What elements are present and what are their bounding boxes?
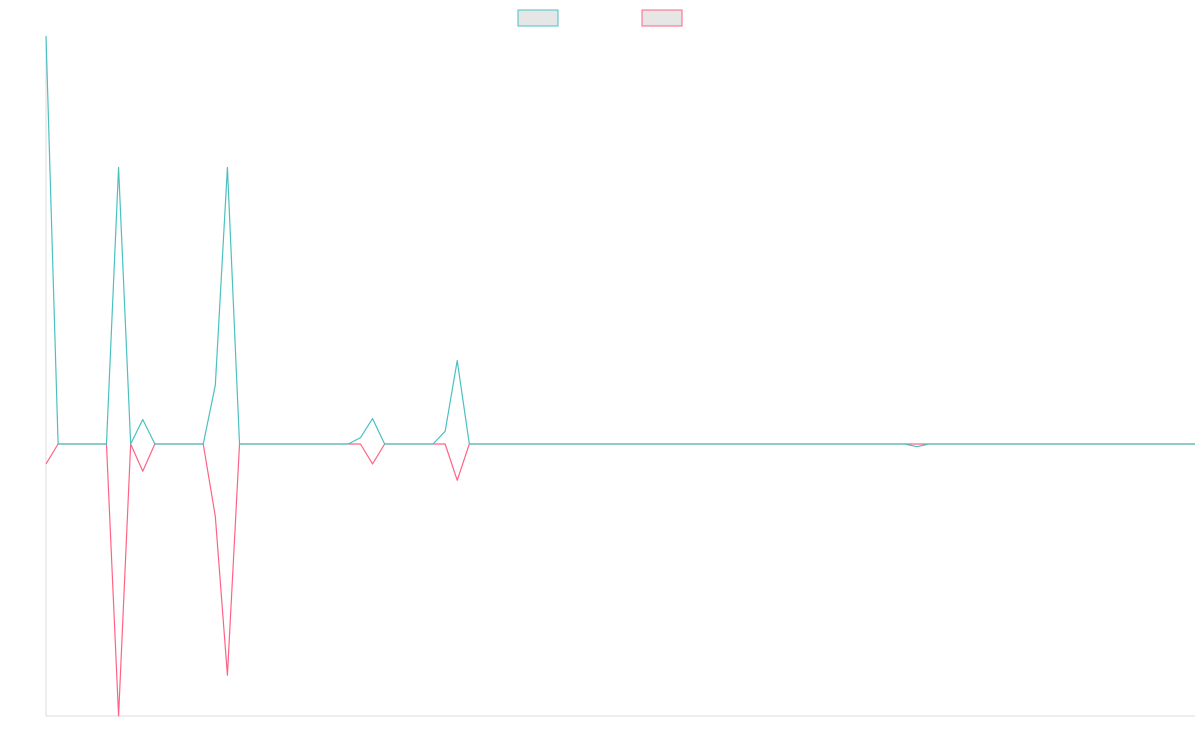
legend-swatch-2[interactable] xyxy=(641,9,683,27)
series-line-2 xyxy=(45,443,1195,717)
legend-swatch-1[interactable] xyxy=(517,9,559,27)
series-line-1 xyxy=(45,35,1195,448)
chart-legend xyxy=(517,9,683,27)
series-layer xyxy=(45,35,1195,717)
